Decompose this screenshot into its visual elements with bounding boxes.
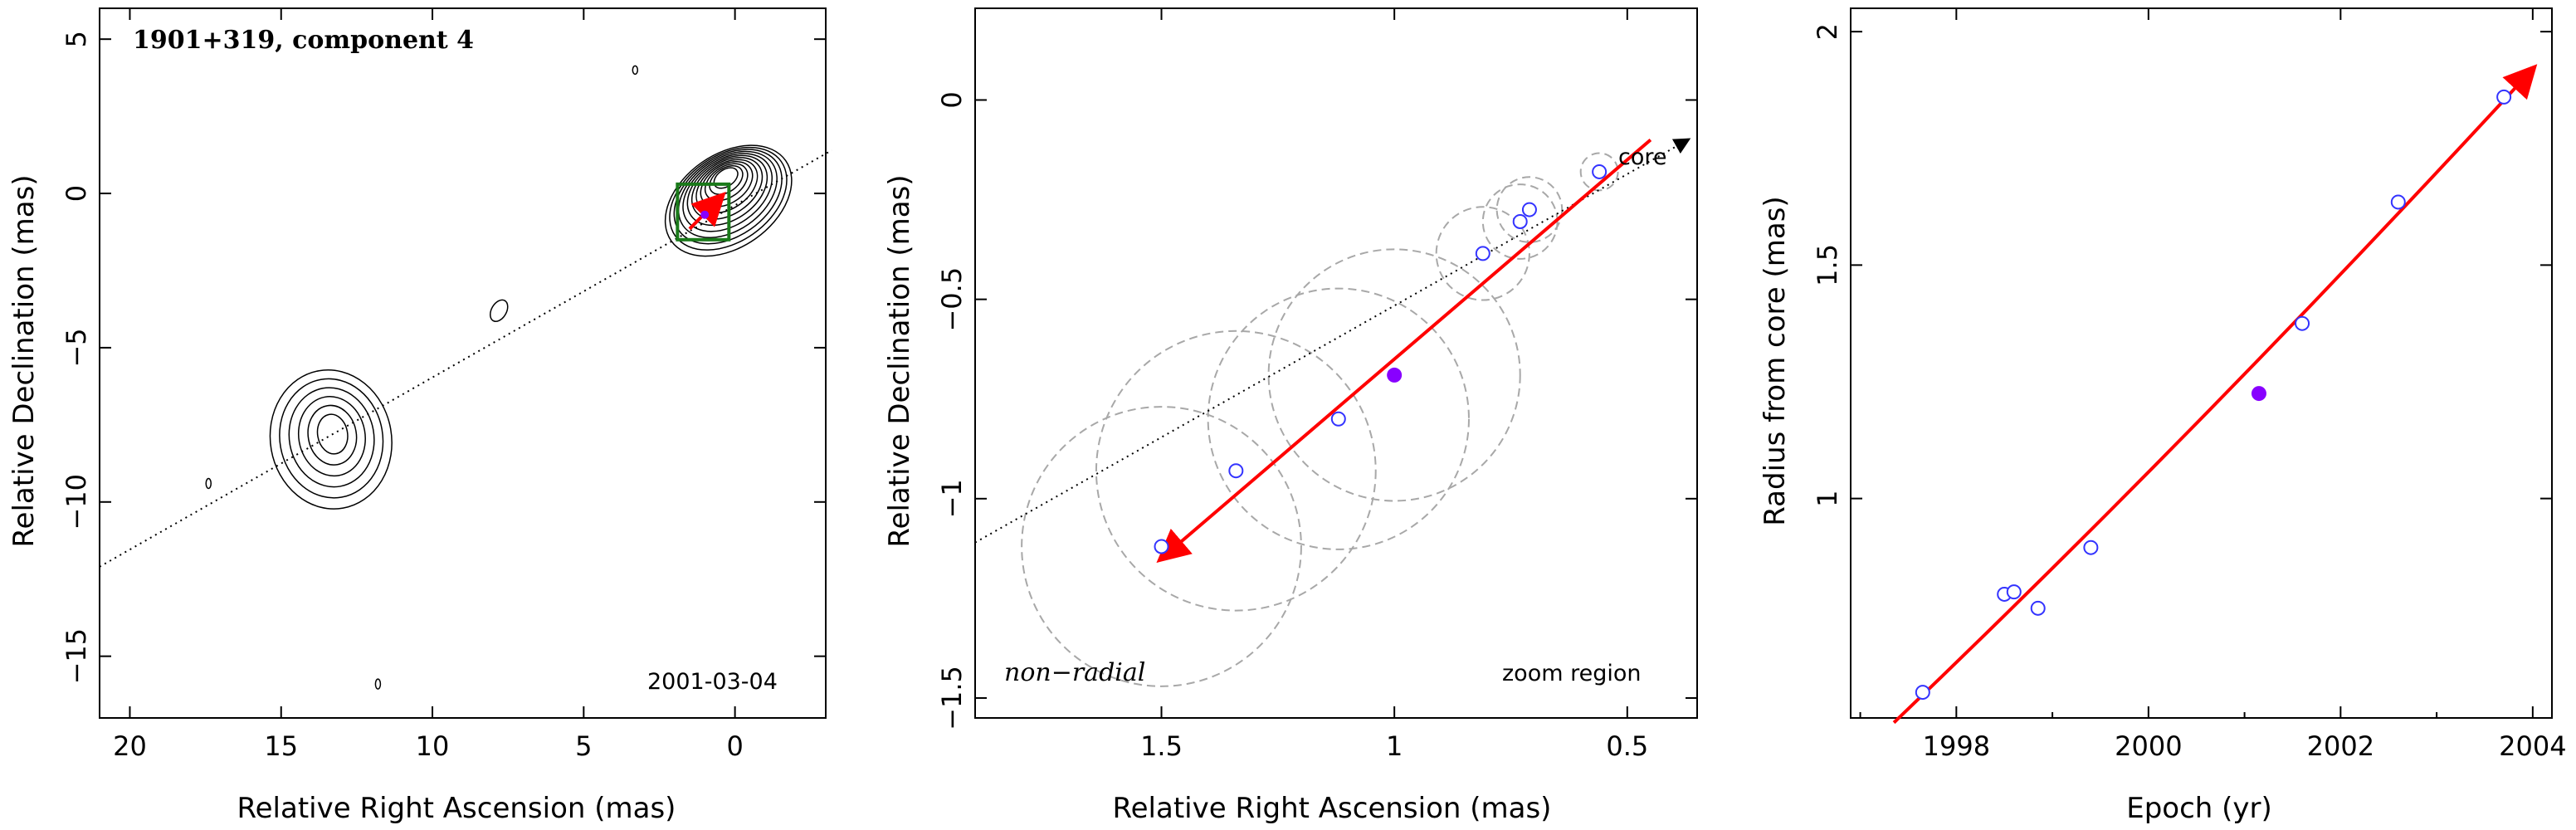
- panel-2-ylabel: Relative Declination (mas): [883, 174, 916, 547]
- p3-ytick-label: 1.5: [1812, 244, 1843, 286]
- highlight-point: [2251, 386, 2266, 402]
- core-contour: [669, 146, 788, 251]
- uncertainty-circle: [1579, 152, 1619, 192]
- noise-contour: [205, 477, 212, 490]
- p2-xtick-label: 1.5: [1140, 730, 1183, 762]
- p1-xtick-label: 5: [575, 730, 592, 762]
- panel-2-xlabel: Relative Right Ascension (mas): [1113, 792, 1552, 825]
- p2-ytick-label: −1: [936, 479, 968, 518]
- fit-arrow: [1156, 138, 1652, 564]
- p2-ytick-label: −0.5: [936, 267, 968, 332]
- data-point: [2390, 194, 2406, 210]
- component-marker: [700, 210, 710, 219]
- p1-xtick-label: 10: [416, 730, 450, 762]
- highlight-point: [1387, 367, 1403, 383]
- data-point: [2006, 584, 2022, 600]
- data-point: [1521, 202, 1537, 217]
- p1-ytick-label: −5: [61, 328, 92, 367]
- panel-2-axes: 1.5 1 0.5 0 −0.5 −1 −1.5: [936, 7, 1698, 762]
- outer-component-contour: [288, 387, 375, 488]
- data-point: [2030, 600, 2046, 616]
- panel-3-marks: [1859, 64, 2538, 725]
- panel-1-title: 1901+319, component 4: [133, 26, 474, 55]
- data-point: [1228, 463, 1244, 479]
- panel-1-ylabel: Relative Declination (mas): [7, 174, 41, 547]
- p3-xtick-label: 1998: [1923, 730, 1990, 762]
- panel-1-axes: 20 15 10 5 0 5 0 −5 −10 −15: [61, 7, 827, 762]
- noise-contour: [632, 65, 639, 76]
- uncertainty-circle: [1267, 248, 1521, 502]
- data-point: [2496, 89, 2512, 105]
- data-point: [1154, 539, 1169, 554]
- panel-2-nonradial-label: non−radial: [1004, 658, 1145, 687]
- panel-2-marks: [974, 138, 1691, 687]
- p1-ytick-label: −15: [61, 628, 92, 685]
- core-contour: [709, 164, 744, 195]
- p3-xtick-label: 2002: [2307, 730, 2374, 762]
- p1-xtick-label: 20: [113, 730, 147, 762]
- data-point: [2295, 315, 2310, 331]
- p2-xtick-label: 1: [1386, 730, 1403, 762]
- panel-3-xlabel: Epoch (yr): [2126, 792, 2272, 825]
- core-contour: [677, 150, 778, 239]
- p3-xtick-label: 2000: [2115, 730, 2182, 762]
- panel-2-zoom-label: zoom region: [1502, 661, 1641, 686]
- outer-component-contour: [269, 369, 393, 510]
- outer-component-contour: [297, 396, 366, 477]
- panel-2-core-label: core: [1618, 144, 1666, 170]
- uncertainty-circle: [1495, 176, 1564, 243]
- panel-1-contours: [205, 65, 793, 690]
- panel-3-ylabel: Radius from core (mas): [1759, 196, 1792, 525]
- p1-xtick-label: 0: [726, 730, 743, 762]
- panel-3-axes: 1998 2000 2002 2004 1 1.5 2: [1812, 7, 2567, 762]
- outer-component-contour: [316, 413, 349, 455]
- panel-1-overlays: [99, 149, 832, 568]
- data-point: [1330, 411, 1346, 427]
- core-contour: [673, 149, 783, 245]
- core-direction-line: [99, 149, 832, 568]
- p1-xtick-label: 15: [264, 730, 298, 762]
- outer-component-contour: [279, 378, 384, 499]
- fit-curve: [1892, 64, 2538, 725]
- panel-2-zoom: 1.5 1 0.5 0 −0.5 −1 −1.5 core non−radial zoom …: [883, 7, 1698, 825]
- p2-xtick-label: 0.5: [1606, 730, 1648, 762]
- p2-ytick-label: 0: [936, 91, 968, 108]
- data-point: [1592, 164, 1608, 179]
- data-point: [1475, 246, 1490, 261]
- uncertainty-circle: [1021, 406, 1302, 687]
- noise-contour: [490, 299, 509, 322]
- p1-ytick-label: −10: [61, 474, 92, 530]
- p2-frame: [974, 7, 1698, 719]
- uncertainty-circle: [1435, 206, 1530, 301]
- uncertainty-circle: [1207, 287, 1470, 550]
- p3-ytick-label: 2: [1812, 23, 1843, 40]
- p3-xtick-label: 2004: [2499, 730, 2566, 762]
- panel-1-xlabel: Relative Right Ascension (mas): [237, 792, 676, 825]
- panel-1-map: 20 15 10 5 0 5 0 −5 −10 −15 1901+319, component 4…: [7, 7, 832, 825]
- panel-3-radius: 1998 2000 2002 2004 1 1.5 2 Epoch (yr) Radius …: [1759, 7, 2567, 825]
- p1-ytick-label: 0: [61, 185, 92, 202]
- p2-ytick-label: −1.5: [936, 666, 968, 730]
- data-point: [1512, 213, 1528, 229]
- panel-1-date: 2001-03-04: [647, 669, 778, 695]
- outer-component-contour: [307, 404, 358, 466]
- p1-ytick-label: 5: [61, 31, 92, 47]
- core-contour: [682, 153, 773, 232]
- p3-ytick-label: 1: [1812, 490, 1843, 506]
- noise-contour: [374, 678, 382, 690]
- p3-frame: [1850, 7, 2553, 719]
- p1-frame: [99, 7, 827, 719]
- data-point: [2083, 540, 2099, 555]
- zoom-region-box: [676, 182, 731, 242]
- uncertainty-circle: [1095, 330, 1377, 612]
- data-point: [1915, 685, 1930, 701]
